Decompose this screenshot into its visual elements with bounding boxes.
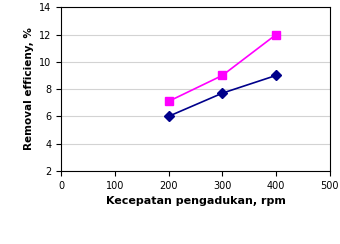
Chitin [220,92,224,95]
X-axis label: Kecepatan pengadukan, rpm: Kecepatan pengadukan, rpm [105,196,286,206]
Carbon aktif [220,74,224,77]
Carbon aktif [274,33,278,36]
Line: Chitin: Chitin [165,72,279,120]
Carbon aktif [167,100,171,103]
Line: Carbon aktif: Carbon aktif [165,30,280,105]
Chitin [274,74,278,77]
Chitin [167,115,171,118]
Y-axis label: Removal efficieny, %: Removal efficieny, % [23,28,34,151]
